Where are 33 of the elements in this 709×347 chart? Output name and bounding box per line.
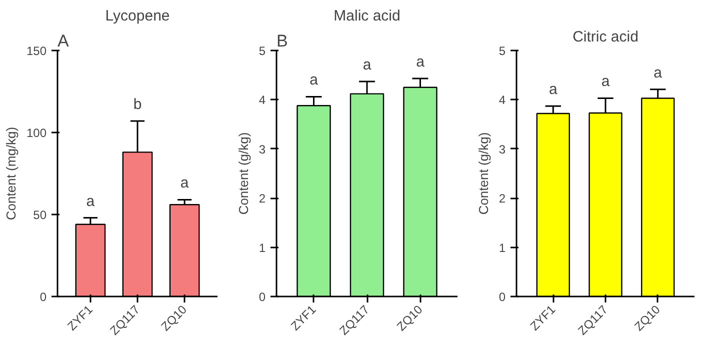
- y-tick-label: 0: [40, 290, 47, 304]
- y-tick-label: 5: [258, 44, 266, 58]
- y-tick-label: 2: [498, 192, 506, 206]
- annotation: a: [416, 54, 426, 71]
- y-axis-title: Content (g/kg): [236, 132, 251, 215]
- y-tick-label: 100: [26, 126, 47, 140]
- y-tick-label: 0: [258, 290, 266, 304]
- y-tick-label: 1: [258, 240, 266, 255]
- annotation: a: [180, 174, 190, 192]
- chart-title: Malic acid: [334, 8, 400, 24]
- y-tick-label: 3: [498, 142, 506, 156]
- text: A: [58, 32, 70, 50]
- y-tick-label: 50: [33, 208, 47, 222]
- y-tick-label: 4: [498, 93, 506, 108]
- chart-title: Lycopene: [105, 8, 170, 24]
- annotation: a: [362, 56, 372, 74]
- y-axis-title: Content (mg/kg): [3, 126, 18, 220]
- y-axis-title: Content (g/kg): [476, 132, 491, 215]
- annotation: a: [601, 73, 610, 90]
- annotation: B: [276, 32, 288, 50]
- y-tick-label: 0: [498, 290, 506, 304]
- y-tick-label: 1: [498, 240, 506, 255]
- y-tick-label: 4: [258, 93, 266, 108]
- annotation: a: [86, 192, 96, 210]
- y-tick-label: 5: [498, 44, 506, 58]
- chart-title: Citric acid: [572, 28, 638, 46]
- annotation: a: [654, 64, 663, 82]
- annotation: a: [310, 72, 319, 89]
- y-tick-label: 150: [26, 44, 47, 58]
- annotation: a: [548, 81, 558, 98]
- y-tick-label: 2: [258, 192, 266, 206]
- y-tick-label: 3: [258, 142, 266, 156]
- annotation: b: [133, 96, 142, 114]
